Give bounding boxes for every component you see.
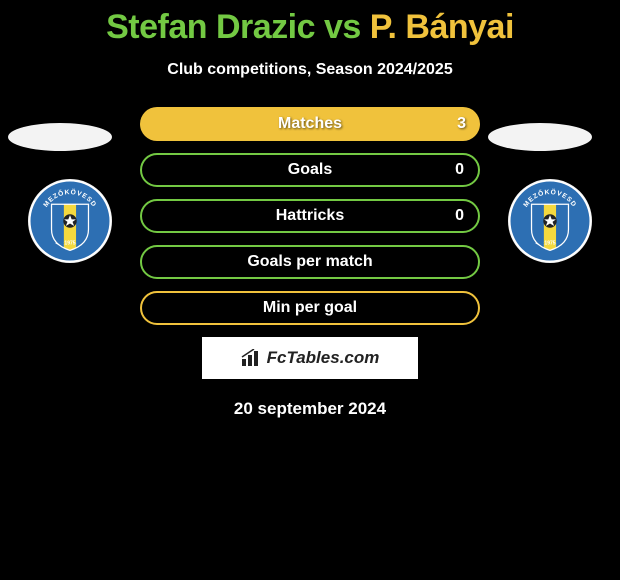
- right-club-badge: MEZŐKÖVESD ZSÓRY 1975: [508, 179, 592, 263]
- stat-label: Goals: [142, 155, 478, 185]
- chart-bars-icon: [241, 349, 263, 367]
- left-club-badge: MEZŐKÖVESD ZSÓRY 1975: [28, 179, 112, 263]
- brand-logo: FcTables.com: [241, 348, 380, 368]
- footer-date: 20 september 2024: [0, 399, 620, 419]
- subtitle: Club competitions, Season 2024/2025: [0, 61, 620, 79]
- vs-text: vs: [315, 8, 370, 46]
- left-player-ellipse: [8, 123, 112, 151]
- stat-row: Matches3: [140, 107, 480, 141]
- stat-row: Hattricks0: [140, 199, 480, 233]
- brand-text: FcTables.com: [267, 348, 380, 368]
- stat-value-right: 0: [455, 155, 464, 185]
- stat-row: Min per goal: [140, 291, 480, 325]
- brand-box: FcTables.com: [202, 337, 418, 379]
- page-title: Stefan Drazic vs P. Bányai: [0, 0, 620, 47]
- stat-label: Goals per match: [142, 247, 478, 277]
- stat-value-right: 0: [455, 201, 464, 231]
- right-player-ellipse: [488, 123, 592, 151]
- stat-value-right: 3: [457, 107, 466, 141]
- stat-row: Goals0: [140, 153, 480, 187]
- player-right-name: P. Bányai: [370, 8, 514, 46]
- stat-label: Matches: [140, 107, 480, 141]
- stat-label: Min per goal: [142, 293, 478, 323]
- svg-text:1975: 1975: [544, 241, 555, 247]
- stat-label: Hattricks: [142, 201, 478, 231]
- player-left-name: Stefan Drazic: [106, 8, 315, 46]
- svg-text:1975: 1975: [64, 241, 75, 247]
- stat-row: Goals per match: [140, 245, 480, 279]
